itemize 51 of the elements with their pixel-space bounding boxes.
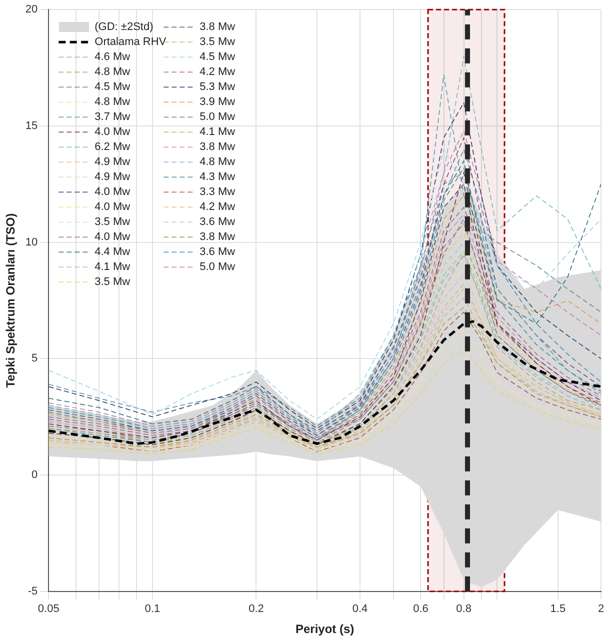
legend-label: Ortalama RHV <box>94 36 167 48</box>
legend-label: 3.6 Mw <box>200 246 236 258</box>
x-tick-label: 0.1 <box>144 603 160 616</box>
legend-label: 4.8 Mw <box>200 156 236 168</box>
legend-label: 3.5 Mw <box>200 36 236 48</box>
legend-label: 4.4 Mw <box>94 246 130 258</box>
x-tick-label: 0.8 <box>456 603 472 616</box>
legend-label: 4.6 Mw <box>94 51 130 64</box>
legend-label: 4.1 Mw <box>200 126 236 138</box>
legend-label: 4.9 Mw <box>94 171 130 184</box>
x-tick-label: 1.5 <box>550 603 566 616</box>
legend-label: 4.8 Mw <box>94 96 130 108</box>
legend-label: 4.3 Mw <box>200 171 236 184</box>
legend-label: 3.9 Mw <box>200 96 236 108</box>
x-tick-label: 0.6 <box>413 603 428 616</box>
legend-label: 4.0 Mw <box>94 186 130 198</box>
legend-label: 3.7 Mw <box>94 111 130 124</box>
legend-label: 4.0 Mw <box>94 231 130 244</box>
legend-label: 3.3 Mw <box>200 186 236 198</box>
x-tick-label: 0.4 <box>352 603 368 616</box>
y-tick-label: 5 <box>32 352 38 365</box>
legend-label: 5.0 Mw <box>200 111 236 124</box>
legend-label: 3.6 Mw <box>200 216 236 228</box>
legend-label: 4.0 Mw <box>94 126 130 138</box>
y-tick-label: 15 <box>25 120 38 132</box>
legend-label: 4.9 Mw <box>94 156 130 168</box>
y-axis-title: Tepki Spektrum Oranları (TSO) <box>4 213 18 388</box>
y-tick-label: 10 <box>25 236 38 248</box>
y-tick-label: -5 <box>28 585 38 598</box>
annotation: (GD: ±2Std) <box>94 21 154 34</box>
legend-label: 4.0 Mw <box>94 201 130 214</box>
y-tick-label: 20 <box>25 4 38 16</box>
legend-label: 4.2 Mw <box>200 66 236 78</box>
x-tick-label: 2 <box>598 603 604 616</box>
x-axis-title: Periyot (s) <box>295 622 354 636</box>
legend-label: 4.8 Mw <box>94 66 130 78</box>
legend-label: 4.1 Mw <box>94 261 130 274</box>
legend-label: 5.0 Mw <box>200 261 236 274</box>
legend-label: 3.5 Mw <box>94 276 130 288</box>
legend-label: 3.8 Mw <box>200 231 236 244</box>
x-tick-label: 0.2 <box>248 603 264 616</box>
legend-label: 4.5 Mw <box>200 51 236 64</box>
legend-label: 3.5 Mw <box>94 216 130 228</box>
legend-label: 4.2 Mw <box>200 201 236 214</box>
x-tick-label: 0.05 <box>38 603 60 616</box>
legend-label: 3.8 Mw <box>200 141 236 154</box>
legend-label: 5.3 Mw <box>200 81 236 94</box>
legend-label: 3.8 Mw <box>200 21 236 34</box>
y-tick-label: 0 <box>32 469 38 482</box>
legend-label: 4.5 Mw <box>94 81 130 94</box>
legend-label: 6.2 Mw <box>94 141 130 154</box>
